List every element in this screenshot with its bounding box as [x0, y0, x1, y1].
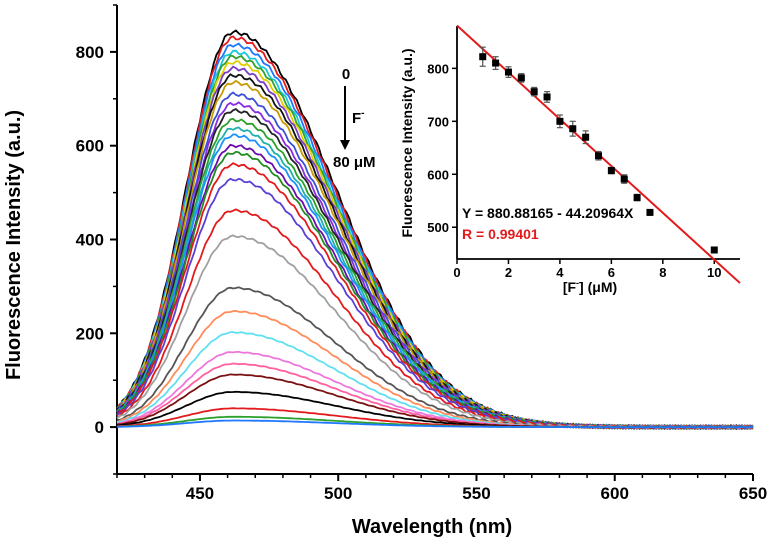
spectrum-line: [116, 234, 754, 430]
inset-data-point: [543, 91, 551, 103]
inset-y-axis-title: Fluorescence Intensity (a.u.): [399, 48, 415, 237]
inset-data-point: [646, 208, 654, 216]
main-x-tick-label: 450: [186, 484, 214, 503]
main-y-tick-label: 400: [76, 231, 104, 250]
inset-data-point: [504, 66, 512, 78]
annotation-start: 0: [342, 66, 350, 83]
inset-data-point: [517, 73, 525, 83]
inset-data-point: [595, 150, 602, 161]
inset-data-point: [710, 246, 718, 254]
inset-points-group: [479, 46, 718, 254]
main-series-group: [116, 29, 754, 431]
inset-data-point: [582, 130, 590, 145]
inset-point-marker: [607, 167, 615, 175]
annotation-end: 80 μM: [333, 154, 376, 171]
inset-y-tick-label: 500: [427, 220, 449, 235]
inset-x-tick-label: 8: [659, 265, 666, 280]
main-x-tick-label: 500: [324, 484, 352, 503]
inset-x-tick-label: 0: [453, 265, 460, 280]
main-x-axis-title: Wavelength (nm): [352, 516, 512, 538]
titration-annotation: 0 F- 80 μM: [333, 66, 376, 171]
inset-point-marker: [504, 68, 512, 76]
inset-data-point: [607, 166, 615, 175]
inset-point-marker: [633, 194, 641, 202]
inset-data-point: [492, 56, 500, 71]
inset-y-tick-label: 600: [427, 167, 449, 182]
inset-point-marker: [582, 133, 590, 141]
inset-point-marker: [543, 93, 551, 101]
inset-point-marker: [646, 208, 654, 216]
inset-x-tick-label: 6: [608, 265, 615, 280]
inset-x-tick-label: 10: [707, 265, 721, 280]
main-y-tick-label: 800: [76, 43, 104, 62]
inset-x-tick-label: 2: [505, 265, 512, 280]
inset-point-marker: [595, 152, 602, 160]
inset-fit-equation: Y = 880.88165 - 44.20964X: [462, 205, 634, 221]
inset-data-point: [569, 120, 577, 137]
main-x-tick-label: 550: [462, 484, 490, 503]
inset-y-tick-label: 800: [427, 61, 449, 76]
inset-fit-r-value: R = 0.99401: [462, 226, 539, 242]
main-x-tick-label: 600: [601, 484, 629, 503]
inset-point-marker: [569, 125, 577, 133]
inset-point-marker: [710, 246, 718, 254]
annotation-ion: F-: [352, 108, 365, 127]
inset-point-marker: [492, 59, 500, 67]
inset-data-point: [620, 174, 628, 184]
inset-data-point: [556, 114, 564, 129]
inset-x-tick-label: 4: [556, 265, 564, 280]
spectrum-line: [117, 419, 753, 429]
spectrum-line: [117, 286, 754, 429]
main-y-tick-label: 600: [76, 137, 104, 156]
inset-point-marker: [556, 117, 564, 125]
inset-data-point: [479, 46, 487, 67]
annotation-arrow-head: [340, 140, 350, 150]
inset-point-marker: [620, 175, 628, 183]
main-y-tick-label: 200: [76, 324, 104, 343]
inset-axes: 0 2 4 6 8 10 500 600 700 800: [427, 24, 741, 284]
inset-data-point: [530, 86, 538, 97]
inset-data-point: [633, 193, 641, 202]
main-y-tick-label: 0: [95, 418, 104, 437]
main-y-axis-title: Fluorescence Intensity (a.u.): [3, 110, 25, 380]
main-x-tick-label: 650: [739, 484, 767, 503]
inset-point-marker: [530, 88, 538, 96]
inset-y-tick-label: 700: [427, 114, 449, 129]
inset-background: [457, 26, 740, 259]
inset-x-axis-title: [F-] (μM): [563, 278, 617, 295]
inset-point-marker: [479, 53, 487, 61]
inset-point-marker: [517, 74, 525, 82]
